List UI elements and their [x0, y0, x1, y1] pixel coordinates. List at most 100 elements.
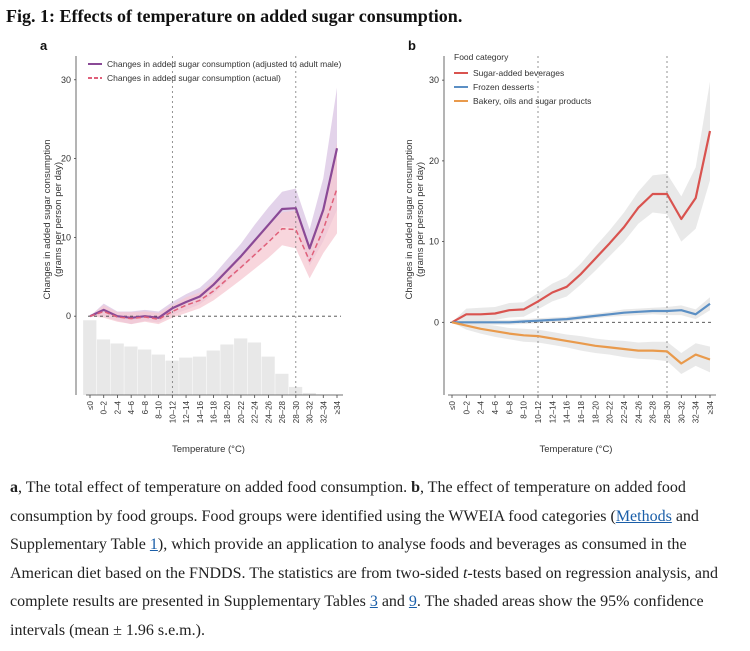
x-axis-label: Temperature (°C)	[540, 444, 613, 455]
y-tick-label: 10	[429, 237, 439, 247]
x-tick-label: 8–10	[520, 400, 529, 418]
series-line	[451, 321, 711, 365]
histogram-bar	[192, 356, 207, 395]
methods-link[interactable]: Methods	[615, 507, 672, 525]
x-tick-label: 0–2	[100, 400, 109, 414]
histogram-bar	[96, 339, 111, 395]
histogram-bar	[179, 357, 193, 395]
x-tick-label: 4–6	[491, 400, 500, 414]
t-italic: t	[462, 564, 468, 582]
x-tick-label: 2–4	[477, 400, 486, 414]
x-tick-label: 22–24	[251, 400, 260, 423]
histogram-bar	[302, 392, 316, 395]
figure-caption: a, The total effect of temperature on ad…	[10, 474, 735, 645]
y-tick-label: 10	[61, 232, 71, 242]
caption-text: and Supplementary Table	[10, 507, 699, 554]
x-tick-label: 2–4	[113, 400, 122, 414]
caption-text: ), which provide an application to analy…	[10, 536, 687, 582]
caption-panel-b-label: b	[411, 479, 420, 496]
x-tick-label: 8–10	[155, 400, 164, 418]
histogram-bar	[247, 342, 262, 395]
caption-text: and	[377, 593, 409, 610]
x-tick-label: 10–12	[168, 400, 177, 423]
x-tick-label: 14–16	[196, 400, 205, 423]
x-tick-label: 12–14	[548, 400, 557, 423]
caption-text: -tests based on regression analysis, and…	[10, 564, 718, 611]
legend-label: Frozen desserts	[473, 82, 534, 92]
x-tick-label: 0–2	[462, 400, 471, 414]
y-axis-label: Changes in added sugar consumption	[42, 139, 53, 299]
histogram-bar	[83, 320, 97, 395]
histogram-bar	[206, 350, 220, 395]
x-tick-label: 22–24	[620, 400, 629, 423]
histogram-bar	[275, 373, 289, 395]
x-tick-label: 4–6	[127, 400, 136, 414]
chart-panel-b: b 0 10 20 30 ≤0 0–2 2–4 4–6 6–8 8–10 10–12 12–14 14–1…	[404, 38, 716, 455]
legend-label: Changes in added sugar consumption (actu…	[107, 73, 281, 83]
x-tick-label: 30–32	[677, 400, 686, 423]
x-tick-label: 12–14	[182, 400, 191, 423]
y-axis-label: Changes in added sugar consumption	[404, 139, 415, 299]
histogram-bar	[124, 346, 138, 395]
supp-table-9-link[interactable]: 9	[408, 593, 417, 610]
supp-table-1-link[interactable]: 1	[149, 536, 158, 553]
histogram	[83, 320, 344, 395]
x-tick-label: 26–28	[278, 400, 287, 423]
histogram-bar	[234, 338, 248, 395]
x-tick-label: 30–32	[306, 400, 315, 423]
y-tick-label: 30	[429, 75, 439, 85]
y-tick-label: 20	[429, 156, 439, 166]
legend-label: Bakery, oils and sugar products	[473, 96, 591, 106]
x-axis-label: Temperature (°C)	[172, 444, 245, 455]
x-tick-label: ≤0	[448, 400, 457, 409]
histogram-bar	[151, 354, 165, 395]
y-axis-label: (grams per person per day)	[53, 162, 64, 277]
y-tick-label: 20	[61, 154, 71, 164]
histogram-bar	[288, 386, 303, 395]
confidence-band	[90, 87, 337, 325]
caption-panel-a-label: a	[10, 479, 18, 496]
x-tick-label: 24–26	[634, 400, 643, 423]
x-tick-label: 10–12	[534, 400, 543, 423]
legend: Food category Sugar-added beverages Frozen…	[454, 52, 591, 106]
panel-label: a	[40, 38, 48, 53]
x-tick-label: 18–20	[591, 400, 600, 423]
x-tick-label: 28–30	[663, 400, 672, 423]
series-line	[452, 302, 711, 324]
x-tick-label: 6–8	[141, 400, 150, 414]
y-axis-label: (grams per person per day)	[415, 162, 426, 277]
x-tick-label: 20–22	[237, 400, 246, 423]
x-tick-label: 32–34	[692, 400, 701, 423]
charts: a 0 10 20 30 ≤0 0–2 2–4 4–6 6–8 8–10 10–12 12–14 14–1…	[40, 38, 716, 455]
histogram-bar	[220, 344, 234, 395]
x-tick-label: 16–18	[210, 400, 219, 423]
x-tick-label: 18–20	[223, 400, 232, 423]
x-tick-label: 14–16	[563, 400, 572, 423]
histogram-bar	[138, 349, 152, 395]
x-tick-label: 20–22	[606, 400, 615, 423]
caption-text: . The shaded areas show the 95% confiden…	[10, 593, 704, 639]
histogram-bar	[261, 356, 275, 395]
supp-table-3-link[interactable]: 3	[369, 593, 378, 610]
x-tick-label: ≤0	[86, 400, 95, 409]
x-tick-label: 26–28	[649, 400, 658, 423]
figure-title: Fig. 1: Effects of temperature on added …	[6, 6, 463, 26]
caption-text: , The effect of temperature on added foo…	[10, 479, 686, 525]
series-line	[89, 148, 339, 319]
series-line	[451, 130, 712, 324]
chart-panel-a: a 0 10 20 30 ≤0 0–2 2–4 4–6 6–8 8–10 10–12 12–14 14–1…	[40, 38, 344, 455]
x-tick-label: 16–18	[577, 400, 586, 423]
y-tick-label: 30	[61, 75, 71, 85]
legend-label: Changes in added sugar consumption (adju…	[107, 59, 342, 69]
x-tick-label: 24–26	[264, 400, 273, 423]
x-tick-label: 32–34	[319, 400, 328, 423]
x-tick-label: ≥34	[706, 400, 715, 414]
series-line	[89, 188, 338, 321]
y-tick-label: 0	[434, 317, 439, 327]
histogram-bar	[110, 343, 124, 395]
legend: Changes in added sugar consumption (adju…	[88, 59, 342, 83]
x-tick-label: 6–8	[505, 400, 514, 414]
y-tick-label: 0	[66, 311, 71, 321]
x-tick-label: 28–30	[292, 400, 301, 423]
